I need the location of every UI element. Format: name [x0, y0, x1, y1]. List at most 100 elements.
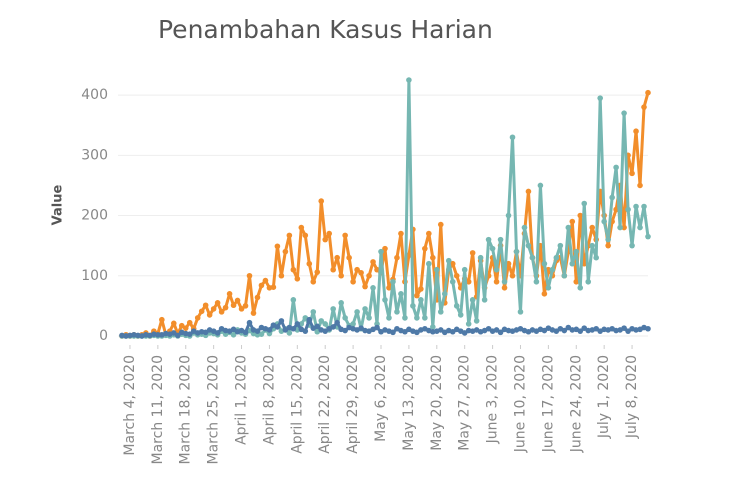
- data-point: [314, 269, 321, 275]
- x-tick-label: May 20, 2020: [429, 355, 445, 451]
- data-point: [214, 330, 221, 336]
- data-point: [453, 272, 460, 279]
- data-point: [174, 332, 181, 339]
- data-point: [418, 297, 424, 303]
- data-point: [294, 321, 301, 327]
- data-point: [473, 318, 480, 324]
- data-point: [326, 230, 333, 237]
- data-point: [513, 248, 520, 255]
- x-tick-label: March 11, 2020: [150, 355, 166, 464]
- data-point: [422, 245, 428, 252]
- data-point: [645, 325, 651, 332]
- x-tick-label: May 27, 2020: [457, 355, 473, 451]
- data-point: [318, 318, 325, 324]
- data-point: [330, 324, 336, 330]
- x-tick-label: June 10, 2020: [512, 355, 528, 453]
- data-point: [286, 330, 293, 336]
- data-point: [238, 306, 245, 312]
- data-point: [541, 291, 548, 297]
- x-tick-label: April 29, 2020: [345, 355, 361, 454]
- data-point: [441, 291, 448, 297]
- y-tick-label: 400: [81, 87, 108, 103]
- data-point: [597, 95, 603, 101]
- data-point: [426, 230, 432, 237]
- data-point: [593, 254, 599, 261]
- data-point: [577, 328, 584, 334]
- data-point: [398, 291, 404, 297]
- data-point: [338, 272, 344, 279]
- data-point: [354, 266, 360, 273]
- data-point: [637, 224, 643, 231]
- data-point: [629, 170, 635, 177]
- y-tick-label: 0: [99, 328, 108, 344]
- data-point: [637, 182, 643, 189]
- data-point: [290, 266, 297, 273]
- data-point: [386, 284, 392, 291]
- data-point: [182, 325, 189, 331]
- data-point: [330, 306, 336, 312]
- data-point: [198, 308, 205, 315]
- data-point: [159, 316, 165, 323]
- data-point: [242, 303, 249, 309]
- data-point: [406, 77, 412, 83]
- data-point: [382, 297, 388, 303]
- data-point: [246, 319, 253, 326]
- x-tick-label: April 22, 2020: [317, 355, 333, 454]
- data-point: [605, 242, 611, 249]
- x-tick-label: June 24, 2020: [568, 355, 584, 453]
- data-point: [394, 309, 400, 315]
- data-point: [322, 321, 329, 327]
- data-point: [338, 300, 344, 306]
- data-point: [545, 284, 552, 291]
- data-point: [633, 203, 639, 210]
- data-point: [465, 321, 472, 327]
- data-point: [430, 324, 436, 330]
- data-point: [525, 188, 532, 195]
- data-point: [521, 224, 528, 231]
- data-point: [641, 203, 647, 210]
- data-point: [581, 200, 588, 207]
- data-point: [274, 243, 281, 250]
- data-point: [469, 297, 476, 303]
- data-point: [370, 284, 376, 291]
- data-point: [354, 309, 360, 315]
- data-point: [214, 300, 221, 306]
- data-point: [390, 329, 396, 336]
- data-point: [242, 329, 249, 336]
- data-point: [270, 284, 277, 290]
- data-point: [569, 218, 576, 225]
- y-tick-label: 200: [81, 208, 108, 224]
- data-point: [621, 325, 627, 331]
- x-tick-label: March 18, 2020: [178, 355, 194, 464]
- x-tick-label: May 6, 2020: [373, 355, 389, 442]
- data-point: [366, 272, 372, 279]
- y-axis-label: Value: [51, 184, 66, 225]
- data-point: [481, 297, 488, 303]
- data-point: [426, 260, 432, 267]
- data-point: [250, 310, 257, 316]
- data-point: [402, 315, 408, 321]
- data-point: [493, 266, 500, 273]
- data-point: [613, 164, 619, 171]
- data-point: [266, 327, 273, 333]
- data-point: [254, 328, 261, 334]
- data-point: [258, 282, 265, 289]
- data-point: [254, 294, 261, 301]
- data-point: [290, 297, 297, 303]
- data-point: [497, 236, 504, 243]
- data-point: [533, 278, 540, 285]
- data-point: [346, 254, 352, 261]
- data-point: [645, 233, 651, 240]
- data-point: [553, 254, 560, 261]
- data-point: [569, 260, 576, 267]
- data-point: [186, 319, 193, 326]
- data-point: [509, 134, 516, 141]
- data-point: [501, 278, 508, 285]
- data-point: [282, 248, 289, 255]
- data-point: [394, 254, 400, 261]
- data-point: [294, 275, 301, 282]
- data-point: [374, 324, 380, 331]
- data-point: [497, 329, 504, 336]
- data-point: [194, 315, 201, 321]
- data-point: [609, 194, 615, 201]
